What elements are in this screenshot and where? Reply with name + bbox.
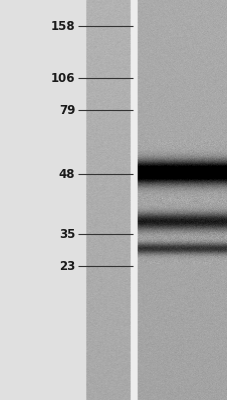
Text: 23: 23 [59, 260, 75, 272]
Text: 79: 79 [59, 104, 75, 116]
Text: 35: 35 [59, 228, 75, 240]
Text: 158: 158 [50, 20, 75, 32]
Text: 106: 106 [51, 72, 75, 84]
Text: 48: 48 [59, 168, 75, 180]
